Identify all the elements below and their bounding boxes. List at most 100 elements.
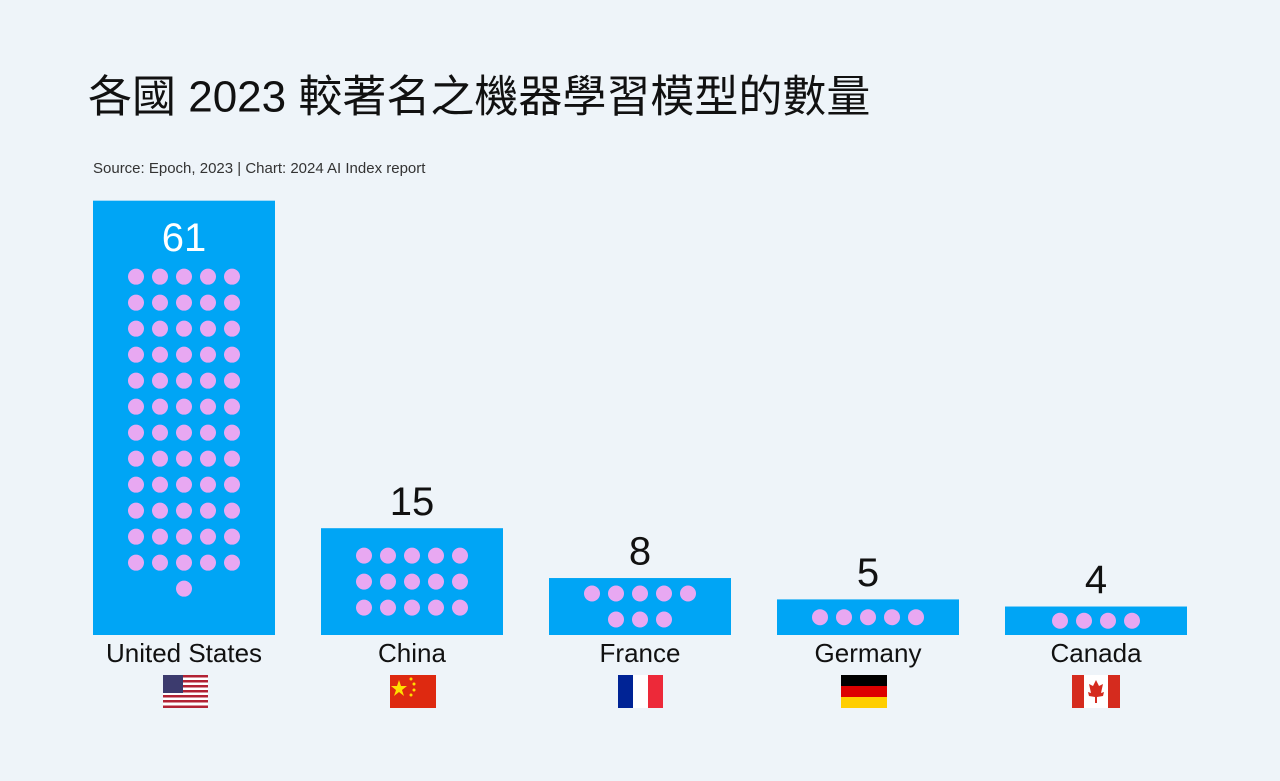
unit-dot [128,476,144,493]
unit-dot [152,502,168,519]
unit-dot [200,476,216,493]
unit-dot [152,528,168,545]
unit-dot [200,502,216,519]
flag-us [163,675,208,708]
unit-dot [356,573,372,590]
unit-dot [152,268,168,285]
unit-dot [176,476,192,493]
unit-dot [656,585,672,602]
unit-dot [584,585,600,602]
unit-dot [1124,612,1140,629]
unit-dot [1100,612,1116,629]
unit-dot [128,268,144,285]
flag-germany [841,675,887,708]
unit-dot [224,320,240,337]
unit-dot [128,398,144,415]
bar [1005,606,1187,635]
unit-dot [380,573,396,590]
unit-dot [200,320,216,337]
unit-dot [632,611,648,628]
unit-dot [452,599,468,616]
unit-dot [224,294,240,311]
unit-dot [128,346,144,363]
unit-dot [152,450,168,467]
unit-dot [884,609,900,626]
unit-dot [200,554,216,571]
unit-dot [224,476,240,493]
unit-dot [680,585,696,602]
unit-dot [128,554,144,571]
value-label: 5 [857,551,879,595]
unit-dot [176,502,192,519]
unit-dot [200,372,216,389]
unit-dot [152,424,168,441]
unit-dot [632,585,648,602]
value-label: 8 [629,530,651,574]
unit-dot [428,573,444,590]
x-tick-label: China [378,638,446,668]
unit-dot [404,599,420,616]
unit-dot [656,611,672,628]
unit-dot [152,476,168,493]
unit-dot [152,346,168,363]
unit-dot [224,528,240,545]
unit-dot [176,424,192,441]
unit-dot [224,502,240,519]
x-tick-label: United States [106,638,262,668]
unit-dot [452,573,468,590]
unit-dot [224,424,240,441]
unit-dot [200,346,216,363]
flag-canada [1072,675,1120,708]
value-label: 15 [390,480,435,524]
chart-title: 各國 2023 較著名之機器學習模型的數量 [88,73,870,122]
unit-dot [200,398,216,415]
unit-dot [224,268,240,285]
unit-dot [176,554,192,571]
flag-china [390,675,436,708]
unit-dot [200,528,216,545]
unit-dot [380,599,396,616]
unit-dot [200,294,216,311]
x-tick-label: Canada [1050,638,1142,668]
unit-dot [176,450,192,467]
unit-dot [224,372,240,389]
unit-dot [356,599,372,616]
unit-dot [224,450,240,467]
unit-dot [452,547,468,564]
unit-dot [428,599,444,616]
unit-dot [128,450,144,467]
unit-dot [356,547,372,564]
unit-dot [128,424,144,441]
unit-dot [176,398,192,415]
chart-subtitle: Source: Epoch, 2023 | Chart: 2024 AI Ind… [93,160,426,177]
unit-dot [1052,612,1068,629]
unit-dot [908,609,924,626]
flag-france [618,675,663,708]
unit-dot [836,609,852,626]
value-label: 4 [1085,558,1107,602]
unit-dot [608,611,624,628]
unit-dot [404,547,420,564]
unit-dot [152,398,168,415]
unit-dot [380,547,396,564]
x-tick-label: France [600,638,681,668]
unit-dot [200,424,216,441]
unit-dot [152,320,168,337]
unit-dot [176,528,192,545]
unit-dot [224,398,240,415]
unit-dot [128,502,144,519]
unit-dot [176,320,192,337]
unit-dot [152,372,168,389]
unit-dot [224,554,240,571]
unit-dot [812,609,828,626]
unit-dot [608,585,624,602]
unit-dot [404,573,420,590]
unit-dot [428,547,444,564]
unit-dot [152,294,168,311]
unit-dot [128,320,144,337]
value-label: 61 [162,216,207,260]
unit-dot [128,294,144,311]
unit-dot [152,554,168,571]
unit-dot [860,609,876,626]
